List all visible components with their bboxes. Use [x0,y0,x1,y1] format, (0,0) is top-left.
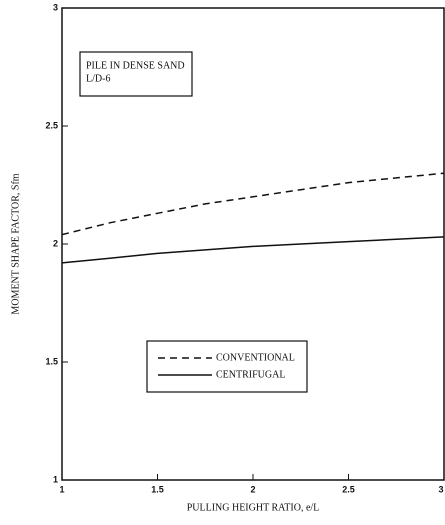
x-tick-label: 1.5 [151,484,164,494]
y-axis-label: MOMENT SHAPE FACTOR, Sfm [10,173,21,314]
annotation: PILE IN DENSE SAND [86,60,185,71]
annotation-box [79,51,193,97]
series-line [61,172,445,236]
x-axis-label: PULLING HEIGHT RATIO, e/L [187,502,320,513]
annotation: L/D-6 [86,73,110,84]
y-tick-label: 2.5 [45,120,58,130]
x-tick-label: 1 [59,484,64,494]
x-tick-label: 3 [438,484,443,494]
legend-label: CONVENTIONAL [216,352,295,363]
y-tick-label: 2 [53,238,58,248]
x-tick-label: 2 [250,484,255,494]
x-tick-label: 2.5 [342,484,355,494]
legend-box [146,340,308,393]
y-tick-label: 1 [53,474,58,484]
y-tick-label: 1.5 [45,356,58,366]
series-line [61,236,445,264]
plot-frame [61,7,445,481]
y-tick-label: 3 [53,2,58,12]
legend-label: CENTRIFUGAL [216,369,285,380]
